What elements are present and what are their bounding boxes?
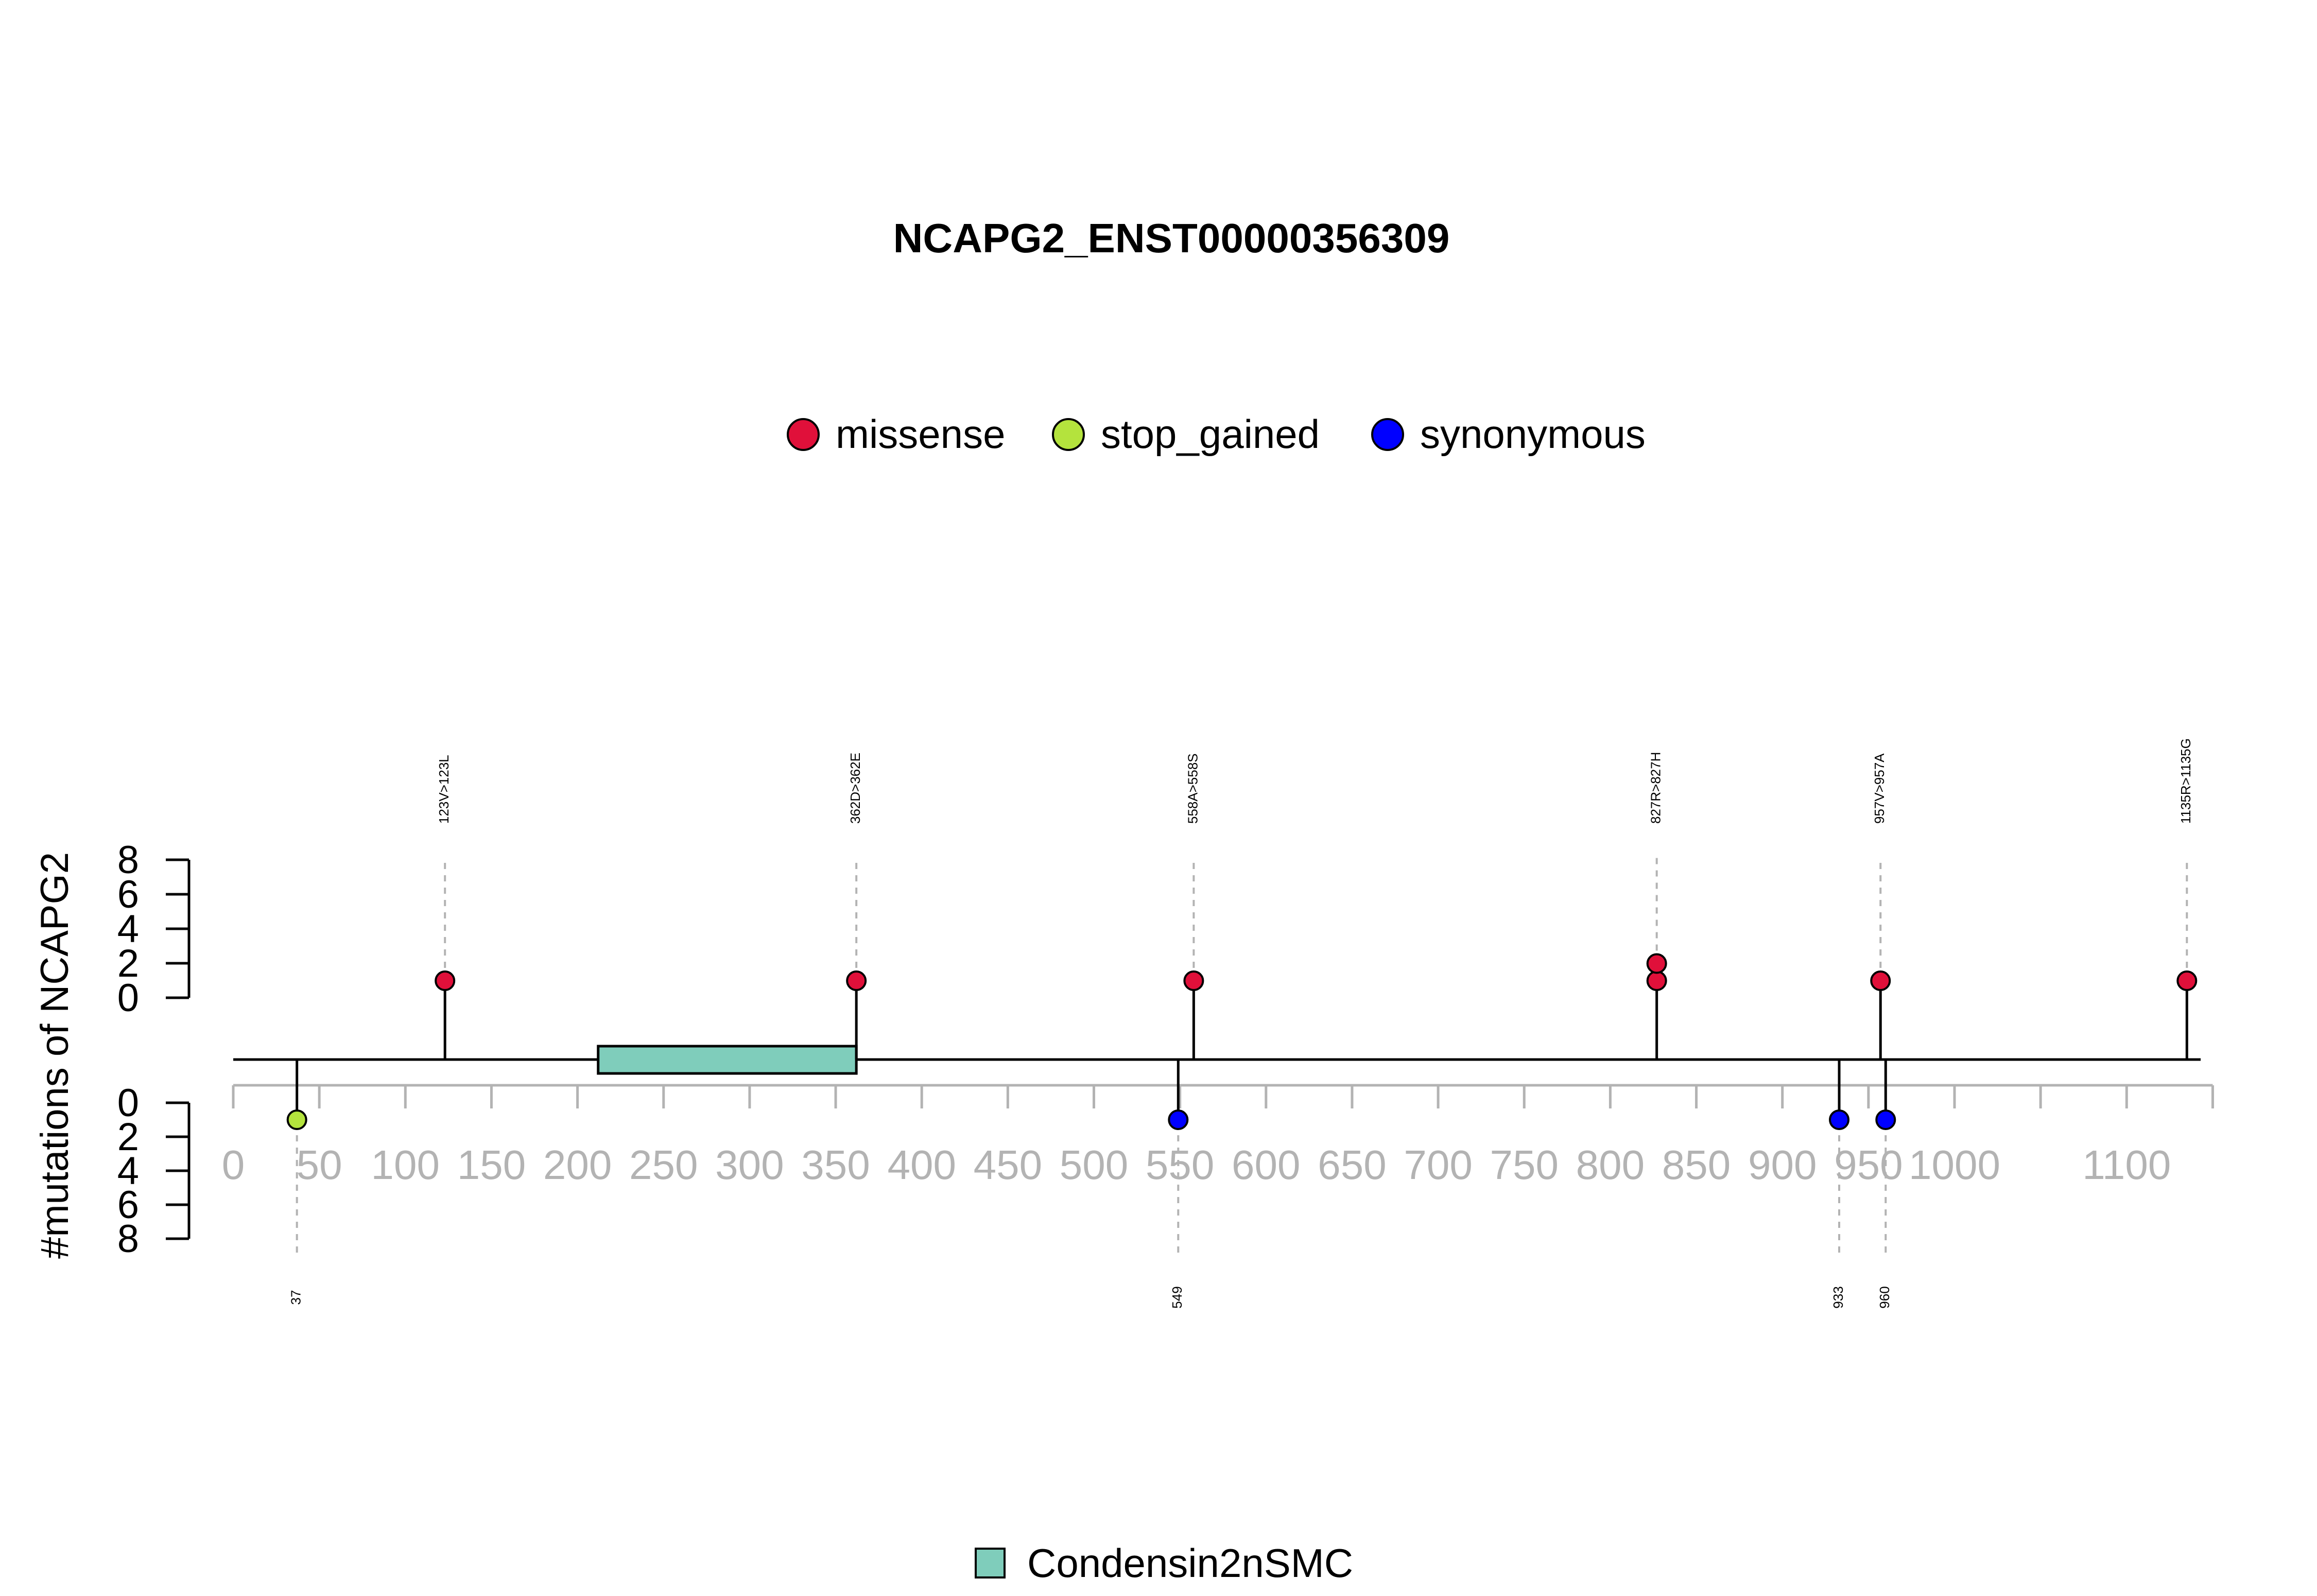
y-tick-label-lower: 8: [117, 1217, 139, 1261]
upper-point-missense: [1183, 970, 1204, 991]
upper-mutation-label: 827R>827H: [1648, 752, 1664, 824]
x-tick-label: 500: [1060, 1142, 1128, 1188]
y-tick-label-lower: 6: [117, 1183, 139, 1227]
upper-point-missense: [2176, 970, 2198, 991]
legend-marker-stop_gained: [1052, 418, 1085, 451]
legend-label-stop_gained: stop_gained: [1101, 411, 1320, 457]
x-tick-label: 600: [1232, 1142, 1300, 1188]
domains: [597, 1045, 858, 1075]
upper-mutation-label: 957V>957A: [1872, 753, 1887, 824]
x-tick-label: 850: [1662, 1142, 1731, 1188]
domain-Condensin2nSMC: [597, 1045, 858, 1075]
y-tick-label-upper: 2: [117, 942, 139, 985]
lower-point-synonymous: [1875, 1109, 1896, 1130]
x-tick-label: 550: [1146, 1142, 1214, 1188]
upper-mutation-label: 1135R>1135G: [2178, 738, 2193, 824]
x-tick-label: 700: [1404, 1142, 1472, 1188]
upper-point-missense: [1646, 970, 1667, 991]
chart-title: NCAPG2_ENST00000356309: [893, 215, 1450, 261]
y-tick-label-upper: 4: [117, 907, 139, 951]
x-tick-label: 400: [887, 1142, 956, 1188]
x-tick-label: 450: [974, 1142, 1042, 1188]
upper-point-missense: [1870, 970, 1891, 991]
axes: 0 50 100 150 200 250 300 350 400 450 500 550 600 650 7…: [117, 838, 2214, 1261]
upper-mutation-label: 362D>362E: [848, 753, 863, 824]
domain-legend: Condensin2nSMC: [975, 1540, 1353, 1586]
upper-point-missense: [435, 970, 456, 991]
x-tick-label: 300: [715, 1142, 784, 1188]
x-tick-label: 1100: [2082, 1142, 2171, 1188]
x-tick-label: 950: [1834, 1142, 1903, 1188]
domain-legend-label: Condensin2nSMC: [1027, 1540, 1353, 1586]
legend-marker-synonymous: [1371, 418, 1404, 451]
x-tick-label: 0: [222, 1142, 245, 1188]
y-tick-label-lower: 0: [117, 1081, 139, 1125]
mutation-type-legend: missense stop_gained synonymous: [787, 411, 1646, 457]
upper-mutation-label: 123V>123L: [436, 755, 452, 824]
x-tick-label: 200: [543, 1142, 612, 1188]
lower-point-stop_gained: [286, 1109, 307, 1130]
legend-marker-missense: [787, 418, 820, 451]
x-tick-label: 100: [371, 1142, 440, 1188]
y-tick-label-lower: 4: [117, 1149, 139, 1193]
y-tick-label-upper: 6: [117, 873, 139, 916]
y-tick-label-upper: 0: [117, 976, 139, 1020]
upper-point-missense: [846, 970, 867, 991]
x-tick-label: 900: [1748, 1142, 1817, 1188]
lower-mutation-label: 960: [1877, 1286, 1892, 1308]
upper-mutation-label: 558A>558S: [1185, 753, 1200, 824]
y-axis-label: #mutations of NCAPG2: [33, 852, 77, 1259]
x-tick-label: 750: [1490, 1142, 1559, 1188]
lower-mutation-label: 549: [1169, 1286, 1185, 1308]
x-tick-label: 1000: [1909, 1142, 2000, 1188]
lower-point-synonymous: [1168, 1109, 1189, 1130]
upper-lollipops: 123V>123L 362D>362E 558A>558S 827R>827H 957V…: [435, 738, 2198, 1060]
x-tick-label: 650: [1318, 1142, 1386, 1188]
lower-lollipops: 37 549 933 960: [286, 1060, 1896, 1309]
x-tick-label: 250: [629, 1142, 698, 1188]
legend-label-synonymous: synonymous: [1420, 411, 1646, 457]
x-tick-label: 150: [457, 1142, 526, 1188]
x-tick-label: 350: [801, 1142, 870, 1188]
lower-mutation-label: 933: [1830, 1286, 1846, 1308]
y-tick-label-upper: 8: [117, 838, 139, 882]
y-tick-label-lower: 2: [117, 1115, 139, 1159]
upper-point-missense: [1646, 953, 1667, 974]
legend-label-missense: missense: [836, 411, 1005, 457]
lower-mutation-label: 37: [288, 1290, 304, 1305]
x-tick-label: 50: [297, 1142, 342, 1188]
x-tick-label: 800: [1576, 1142, 1645, 1188]
domain-legend-marker: [975, 1548, 1006, 1578]
lower-point-synonymous: [1829, 1109, 1850, 1130]
